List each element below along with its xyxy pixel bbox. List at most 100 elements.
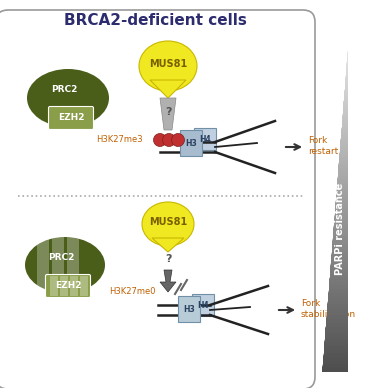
FancyBboxPatch shape <box>0 10 315 388</box>
Polygon shape <box>323 359 348 361</box>
Polygon shape <box>60 276 68 296</box>
Text: EZH2: EZH2 <box>58 114 84 123</box>
Polygon shape <box>160 98 176 130</box>
Polygon shape <box>343 111 348 113</box>
Polygon shape <box>329 279 348 282</box>
Polygon shape <box>331 249 348 252</box>
Polygon shape <box>342 124 348 127</box>
Polygon shape <box>334 217 348 219</box>
Polygon shape <box>344 94 348 97</box>
Polygon shape <box>326 315 348 317</box>
FancyBboxPatch shape <box>180 130 202 156</box>
Polygon shape <box>328 298 348 301</box>
Polygon shape <box>340 140 348 143</box>
Polygon shape <box>346 64 348 67</box>
Polygon shape <box>329 282 348 285</box>
Ellipse shape <box>142 202 194 246</box>
Polygon shape <box>325 336 348 339</box>
Polygon shape <box>327 307 348 309</box>
Polygon shape <box>336 195 348 197</box>
Polygon shape <box>347 50 348 53</box>
Polygon shape <box>333 239 348 241</box>
Text: EZH2: EZH2 <box>55 282 81 291</box>
Text: H4: H4 <box>199 135 211 144</box>
Polygon shape <box>323 353 348 356</box>
Polygon shape <box>347 53 348 56</box>
Polygon shape <box>326 312 348 315</box>
Polygon shape <box>339 154 348 157</box>
Polygon shape <box>332 247 348 249</box>
Polygon shape <box>67 235 79 295</box>
Polygon shape <box>330 268 348 271</box>
Text: MUS81: MUS81 <box>149 59 187 69</box>
FancyBboxPatch shape <box>192 294 214 316</box>
Text: ?: ? <box>165 254 171 264</box>
Polygon shape <box>328 296 348 298</box>
Polygon shape <box>326 317 348 320</box>
Polygon shape <box>70 276 78 296</box>
Polygon shape <box>328 290 348 293</box>
Polygon shape <box>325 328 348 331</box>
Polygon shape <box>339 162 348 165</box>
Polygon shape <box>343 105 348 108</box>
Polygon shape <box>326 320 348 323</box>
Text: Fork
restart: Fork restart <box>308 136 338 156</box>
Polygon shape <box>331 255 348 258</box>
Polygon shape <box>337 178 348 181</box>
Polygon shape <box>334 222 348 225</box>
Polygon shape <box>327 301 348 304</box>
Polygon shape <box>335 203 348 206</box>
Polygon shape <box>331 252 348 255</box>
Polygon shape <box>323 356 348 359</box>
Polygon shape <box>50 276 58 296</box>
Polygon shape <box>339 151 348 154</box>
Polygon shape <box>323 361 348 364</box>
Polygon shape <box>346 67 348 69</box>
Polygon shape <box>334 211 348 214</box>
Circle shape <box>172 133 184 147</box>
Polygon shape <box>336 200 348 203</box>
Polygon shape <box>338 170 348 173</box>
Text: BRCA2-deficient cells: BRCA2-deficient cells <box>64 13 247 28</box>
Polygon shape <box>337 184 348 187</box>
Polygon shape <box>340 143 348 146</box>
Polygon shape <box>347 56 348 59</box>
Polygon shape <box>331 260 348 263</box>
FancyBboxPatch shape <box>178 296 200 322</box>
Polygon shape <box>343 99 348 102</box>
Text: MUS81: MUS81 <box>149 217 187 227</box>
Text: H3K27me3: H3K27me3 <box>97 135 143 144</box>
Text: H3: H3 <box>185 139 197 147</box>
Ellipse shape <box>139 41 197 91</box>
Polygon shape <box>326 323 348 326</box>
Polygon shape <box>322 369 348 372</box>
Polygon shape <box>336 197 348 200</box>
Polygon shape <box>52 235 64 295</box>
Ellipse shape <box>27 69 109 127</box>
Text: PRC2: PRC2 <box>48 253 74 262</box>
Polygon shape <box>346 72 348 75</box>
Polygon shape <box>340 149 348 151</box>
Polygon shape <box>37 235 49 295</box>
Polygon shape <box>334 225 348 228</box>
Polygon shape <box>344 91 348 94</box>
Polygon shape <box>338 168 348 170</box>
Polygon shape <box>346 69 348 72</box>
Polygon shape <box>160 270 176 292</box>
Polygon shape <box>323 350 348 353</box>
Polygon shape <box>331 263 348 266</box>
Polygon shape <box>345 80 348 83</box>
Polygon shape <box>328 288 348 290</box>
Polygon shape <box>324 348 348 350</box>
Polygon shape <box>344 97 348 99</box>
FancyBboxPatch shape <box>49 106 93 130</box>
Polygon shape <box>322 367 348 369</box>
Polygon shape <box>334 219 348 222</box>
Polygon shape <box>325 331 348 334</box>
Polygon shape <box>332 241 348 244</box>
Polygon shape <box>324 345 348 348</box>
Polygon shape <box>341 132 348 135</box>
Polygon shape <box>343 102 348 105</box>
Text: PRC2: PRC2 <box>51 85 77 95</box>
Polygon shape <box>329 277 348 279</box>
